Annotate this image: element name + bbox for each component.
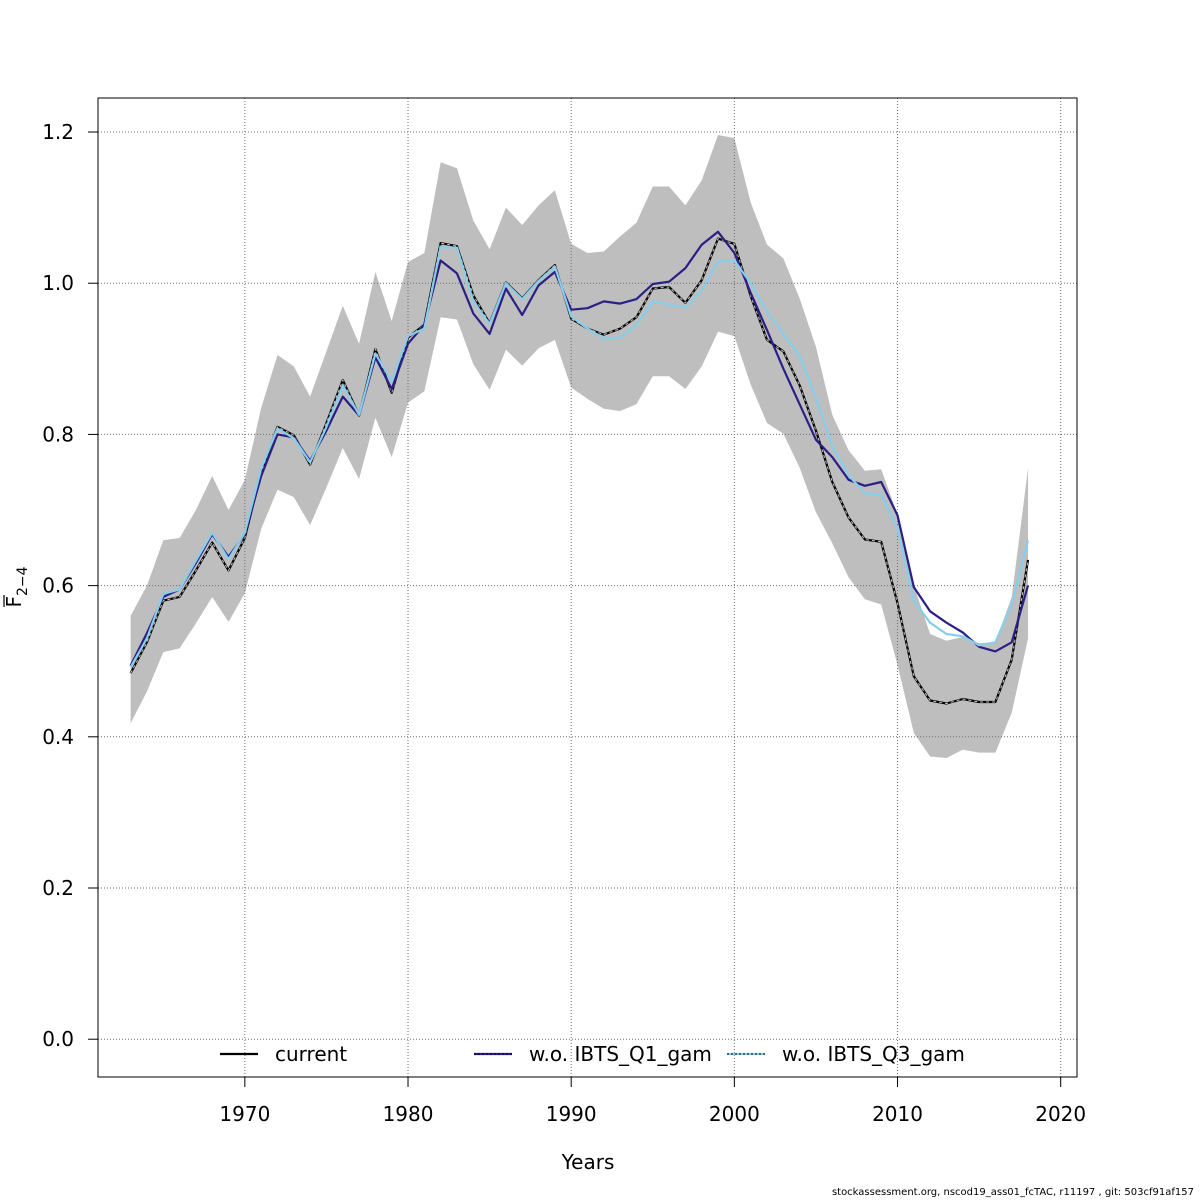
- legend: current w.o. IBTS_Q1_gam w.o. IBTS_Q3_gam: [220, 1042, 965, 1066]
- legend-label: w.o. IBTS_Q1_gam: [529, 1042, 712, 1066]
- y-tick-label: 0.8: [42, 422, 74, 446]
- y-tick-label: 1.2: [42, 120, 74, 144]
- legend-label: current: [275, 1042, 347, 1066]
- x-tick-label: 2020: [1035, 1102, 1086, 1126]
- y-axis-title: F2−4: [2, 566, 31, 607]
- y-tick-label: 0.4: [42, 725, 74, 749]
- x-tick-label: 1990: [546, 1102, 597, 1126]
- y-axis-title-subscript: 2−4: [15, 566, 31, 596]
- confidence-band: [130, 135, 1029, 758]
- y-tick-label: 0.0: [42, 1027, 74, 1051]
- series-layer: [129, 230, 1030, 705]
- x-tick-label: 2000: [709, 1102, 760, 1126]
- y-tick-label: 1.0: [42, 271, 74, 295]
- legend-item-2: w.o. IBTS_Q3_gam: [727, 1042, 965, 1066]
- series-line-2: [129, 245, 1030, 668]
- svg-text:F2−4: F2−4: [2, 566, 31, 607]
- y-tick-label: 0.2: [42, 876, 74, 900]
- footer-caption: stockassessment.org, nscod19_ass01_fcTAC…: [831, 1187, 1194, 1198]
- y-axis: 0.0 0.2 0.4 0.6 0.8 1.0 1.2: [42, 120, 99, 1051]
- grid-layer: [98, 98, 1077, 1077]
- x-tick-label: 2010: [872, 1102, 923, 1126]
- x-axis: 1970 1980 1990 2000 2010 2020: [219, 1076, 1086, 1126]
- y-axis-title-main: F: [2, 596, 26, 608]
- legend-label: w.o. IBTS_Q3_gam: [782, 1042, 965, 1066]
- x-tick-label: 1980: [383, 1102, 434, 1126]
- legend-item-1: w.o. IBTS_Q1_gam: [474, 1042, 712, 1066]
- x-axis-title: Years: [561, 1150, 615, 1174]
- series-line-1: [129, 230, 1030, 667]
- y-tick-label: 0.6: [42, 574, 74, 598]
- x-tick-label: 1970: [219, 1102, 270, 1126]
- confidence-band-layer: [130, 135, 1029, 758]
- legend-item-0: current: [220, 1042, 347, 1066]
